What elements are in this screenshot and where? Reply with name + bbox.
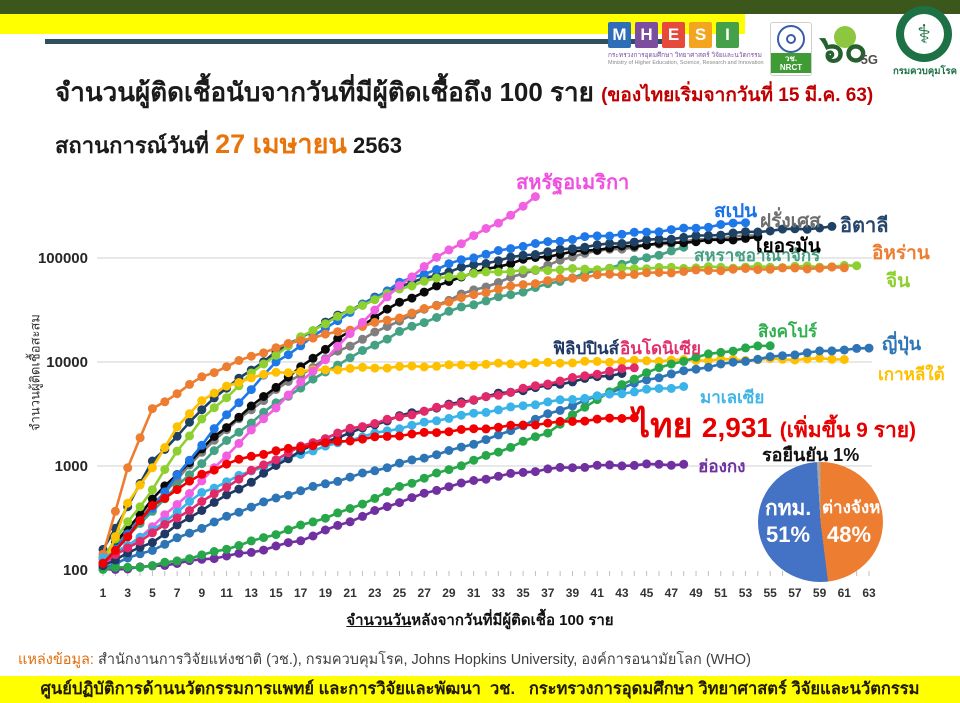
svg-text:100000: 100000 <box>38 250 88 267</box>
label-korea: เกาหลีใต้ <box>878 365 945 384</box>
mhesi-caption-th: กระทรวงการอุดมศึกษา วิทยาศาสตร์ วิจัยและ… <box>608 52 762 59</box>
svg-text:23: 23 <box>368 586 382 600</box>
mhesi-letter-e: E <box>662 22 685 48</box>
svg-text:27: 27 <box>418 586 432 600</box>
sixty-numerals: ๖๐ <box>820 29 868 71</box>
svg-text:13: 13 <box>245 586 259 600</box>
svg-text:100: 100 <box>63 562 88 579</box>
title-main: จำนวนผู้ติดเชื้อนับจากวันที่มีผู้ติดเชื้… <box>55 77 594 107</box>
svg-text:59: 59 <box>813 586 827 600</box>
x-axis-title: จำนวนวันหลังจากวันที่มีผู้ติดเชื้อ 100 ร… <box>240 608 720 632</box>
svg-text:37: 37 <box>541 586 555 600</box>
svg-text:47: 47 <box>665 586 679 600</box>
svg-text:19: 19 <box>319 586 333 600</box>
svg-text:41: 41 <box>591 586 605 600</box>
moph-seal-ring: ⚕ <box>896 6 952 62</box>
svg-text:11: 11 <box>220 586 233 600</box>
status-date-line: สถานการณ์วันที่ 27 เมษายน 2563 <box>55 122 402 165</box>
svg-text:1000: 1000 <box>55 458 88 475</box>
label-germany: เยอรมัน <box>756 236 821 257</box>
title-note-thailand-start: (ของไทยเริ่มจากวันที่ 15 มี.ค. 63) <box>601 85 874 106</box>
source-text: สำนักงานการวิจัยแห่งชาติ (วช.), กรมควบคุ… <box>93 652 751 668</box>
top-green-bar <box>0 0 960 14</box>
nrct-label: วช. NRCT <box>771 53 811 73</box>
footer-bar: ศูนย์ปฏิบัติการด้านนวัตกรรมการแพทย์ และก… <box>0 676 960 703</box>
label-usa: สหรัฐอเมริกา <box>516 172 630 194</box>
mhesi-caption-en: Ministry of Higher Education, Science, R… <box>608 60 764 66</box>
pie-bkk-pct: 51% <box>766 522 811 547</box>
nrct-emblem-icon <box>777 25 805 53</box>
svg-text:45: 45 <box>640 586 654 600</box>
svg-text:21: 21 <box>343 586 357 600</box>
label-indonesia: อินโดนิเซีย <box>620 339 701 358</box>
svg-text:7: 7 <box>174 586 181 600</box>
x-axis-title-rest: หลังจากวันที่มีผู้ติดเชื้อ 100 ราย <box>411 612 614 629</box>
top-yellow-bar <box>0 14 745 34</box>
nrct-60th-anniversary-logo: ๖๐ 5G <box>820 18 880 73</box>
status-prefix: สถานการณ์วันที่ <box>55 133 216 158</box>
svg-text:17: 17 <box>294 586 308 600</box>
svg-text:63: 63 <box>862 586 876 600</box>
pie-provinces-label: ต่างจังหวัด <box>822 498 901 517</box>
mhesi-letter-s: S <box>689 22 712 48</box>
mhesi-letter-h: H <box>635 22 658 48</box>
caduceus-icon: ⚕ <box>904 14 944 54</box>
svg-text:29: 29 <box>442 586 456 600</box>
y-axis-title: จำนวนผู้ติดเชื้อสะสม <box>27 314 43 431</box>
svg-text:25: 25 <box>393 586 407 600</box>
svg-text:15: 15 <box>269 586 283 600</box>
svg-text:9: 9 <box>198 586 205 600</box>
mhesi-letter-m: M <box>608 22 631 48</box>
label-singapore: สิงคโปร์ <box>758 322 818 341</box>
pie-provinces-pct: 48% <box>827 522 872 547</box>
svg-text:3: 3 <box>124 586 131 600</box>
svg-text:1: 1 <box>100 586 107 600</box>
status-date: 27 เมษายน <box>215 129 347 159</box>
nrct-logo: วช. NRCT <box>770 22 812 76</box>
leaf-circle-icon <box>834 26 856 48</box>
status-year: 2563 <box>352 133 402 158</box>
data-source-line: แหล่งข้อมูล: สำนักงานการวิจัยแห่งชาติ (ว… <box>18 648 751 671</box>
nrct-line1: วช. <box>784 54 798 63</box>
label-spain: สเปน <box>714 201 758 222</box>
label-china: จีน <box>886 271 911 292</box>
svg-text:39: 39 <box>566 586 580 600</box>
page-title: จำนวนผู้ติดเชื้อนับจากวันที่มีผู้ติดเชื้… <box>55 72 873 113</box>
svg-text:51: 51 <box>714 586 728 600</box>
svg-text:61: 61 <box>838 586 852 600</box>
teal-divider-line <box>45 39 677 44</box>
thailand-daily-increase: (เพิ่มขึ้น 9 ราย) <box>779 419 917 442</box>
label-philippines: ฟิลิปปินส์ <box>553 339 620 358</box>
svg-text:31: 31 <box>467 586 481 600</box>
mhesi-letter-i: I <box>716 22 739 48</box>
svg-text:33: 33 <box>492 586 506 600</box>
svg-text:43: 43 <box>615 586 629 600</box>
nrct-line2: NRCT <box>779 63 803 72</box>
svg-text:5: 5 <box>149 586 156 600</box>
label-japan: ญี่ปุ่น <box>882 334 922 354</box>
thailand-case-count: 2,931 <box>701 412 780 443</box>
svg-text:57: 57 <box>788 586 802 600</box>
moph-seal: ⚕ กรมควบคุมโรค <box>893 6 958 90</box>
svg-text:55: 55 <box>763 586 777 600</box>
svg-text:35: 35 <box>516 586 530 600</box>
label-italy: อิตาลี <box>840 215 889 237</box>
source-label: แหล่งข้อมูล: <box>18 652 94 668</box>
x-axis-title-underlined: จำนวนวัน <box>346 612 412 629</box>
label-iran: อิหร่าน <box>872 243 930 264</box>
pie-bkk-label: กทม. <box>765 497 812 520</box>
svg-text:49: 49 <box>689 586 703 600</box>
moph-caption: กรมควบคุมโรค <box>893 66 958 77</box>
pie-pending-label: รอยืนยัน 1% <box>762 445 860 465</box>
fiveg-label: 5G <box>860 52 878 67</box>
label-hongkong: ฮ่องกง <box>698 457 746 476</box>
svg-text:53: 53 <box>739 586 753 600</box>
thailand-name: ไทย <box>633 407 702 445</box>
svg-text:10000: 10000 <box>46 354 88 371</box>
